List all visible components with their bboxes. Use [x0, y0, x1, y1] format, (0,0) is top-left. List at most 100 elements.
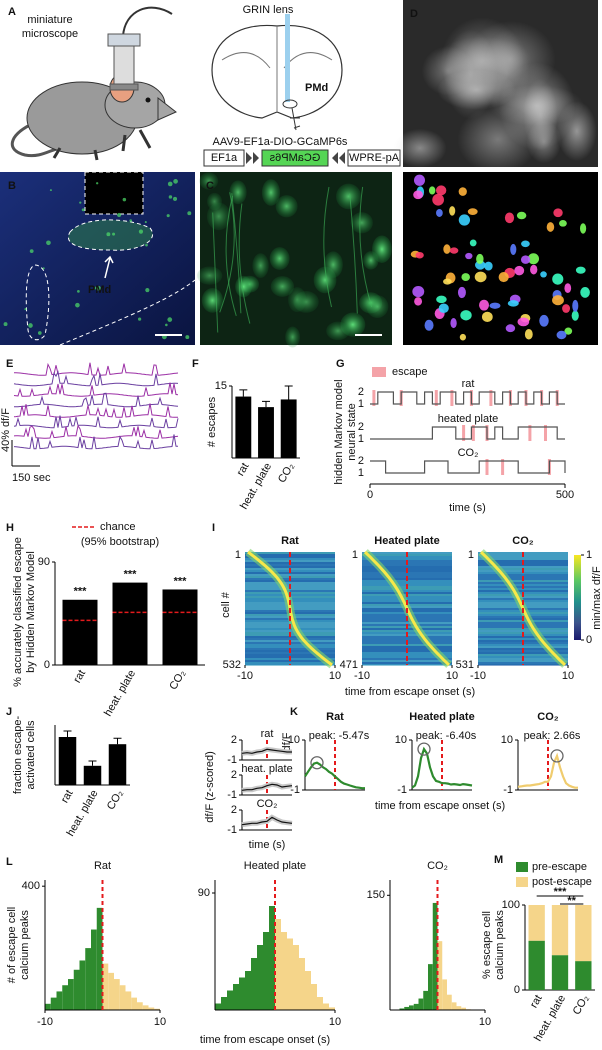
histogram-bar: [451, 1002, 457, 1010]
x-tick-label: CO₂: [276, 461, 297, 485]
histogram-bar: [305, 971, 311, 1010]
calcium-trace: [13, 415, 179, 429]
y-tick-label: 10: [395, 734, 407, 746]
panel-title: rat: [261, 728, 274, 740]
y-tick-label: 2: [231, 804, 237, 816]
colorbar-label: min/max df/F: [591, 566, 602, 630]
neurite: [323, 186, 332, 308]
state-trace: [370, 391, 565, 405]
panel-title: Heated plate: [374, 535, 439, 547]
peak-marker: [310, 756, 324, 770]
histogram-bar: [85, 948, 91, 1010]
calcium-trace: [13, 434, 178, 450]
panel-label: H: [6, 522, 14, 534]
x-tick-label: rat: [235, 461, 252, 478]
segmented-cell: [580, 223, 587, 234]
y-tick-label: 90: [38, 556, 50, 568]
segmented-cell: [546, 222, 555, 232]
y-axis-label: calcium peaks: [494, 910, 506, 980]
x-tick-label: rat: [59, 788, 76, 805]
y-axis-label: % accurately classified escape: [12, 537, 24, 687]
histogram-bar: [56, 991, 63, 1010]
x-tick-label: 10: [479, 1016, 491, 1028]
neuron: [261, 179, 281, 206]
neuron: [372, 235, 392, 263]
y-axis-label: # escapes: [206, 396, 218, 447]
pmd-region: [282, 99, 298, 109]
x-tick-label: 10: [562, 670, 574, 682]
bar: [108, 744, 127, 785]
segmented-cell: [435, 185, 447, 196]
y-tick-label: 1: [358, 398, 364, 410]
escape-marker: [450, 390, 454, 406]
brain-edge: [59, 279, 196, 346]
histogram-bar: [447, 994, 452, 1010]
histogram-bar: [215, 1003, 221, 1010]
lens-track: [84, 171, 144, 215]
y-axis-label: hidden Markov model: [333, 379, 345, 484]
neurite: [349, 193, 358, 314]
y-tick-label: 0: [514, 984, 520, 996]
y-tick-label: -1: [290, 784, 300, 796]
histogram-bar: [456, 1006, 462, 1010]
x-axis-label: time from escape onset (s): [375, 800, 505, 812]
panel-title: heat. plate: [241, 763, 292, 775]
x-tick-label: CO₂: [571, 993, 592, 1017]
y-tick-label: 15: [215, 380, 227, 392]
panel-label: M: [494, 854, 503, 866]
cell-dot: [166, 214, 170, 218]
colorbar: [574, 555, 581, 640]
segmented-cell: [415, 251, 424, 259]
segmented-cell: [479, 299, 490, 311]
cell-dot: [138, 229, 144, 234]
cell-dot: [138, 317, 142, 321]
error-bar: [284, 385, 293, 400]
panel-title: CO₂: [427, 860, 448, 872]
segmented-cell: [458, 214, 471, 226]
series-label: rat: [462, 378, 475, 390]
neuron: [366, 295, 389, 318]
y-tick-label: 2: [231, 769, 237, 781]
y-tick-label: -1: [503, 784, 513, 796]
heatmap-noise: [245, 662, 335, 664]
escape-marker: [372, 390, 376, 406]
heatmap-noise: [245, 582, 335, 584]
y-tick-label: -1: [227, 754, 237, 766]
bar-segment: [528, 940, 545, 990]
neuron: [326, 321, 350, 341]
escape-marker: [471, 425, 475, 441]
y-tick-label: 1: [352, 549, 358, 561]
histogram-bar: [404, 1006, 409, 1010]
segmented-cell: [443, 278, 452, 285]
histogram-bar: [79, 960, 86, 1010]
segmented-cell: [580, 287, 590, 298]
panel-title: Heated plate: [409, 711, 474, 723]
panel-label: D: [410, 8, 418, 20]
heatmap-noise: [362, 630, 452, 632]
segmented-cell: [476, 253, 484, 265]
peak-marker: [550, 749, 564, 763]
heatmap-noise: [478, 582, 568, 584]
significance: ***: [174, 575, 188, 587]
panel-title: Heated plate: [244, 860, 306, 872]
heatmap-noise: [245, 574, 335, 576]
segmented-cell: [412, 286, 425, 298]
heatmap-noise: [478, 574, 568, 576]
annotation: GRIN lens: [243, 4, 294, 16]
heatmap-noise: [362, 582, 452, 584]
state-trace: [370, 426, 565, 440]
segmented-cell: [524, 329, 533, 340]
segmented-cell: [443, 244, 451, 254]
histogram-bar: [275, 919, 281, 1010]
x-tick-label: 10: [329, 1016, 341, 1028]
cell-dot: [145, 288, 150, 293]
construct-label: WPRE-pA: [349, 152, 400, 164]
calcium-trace: [13, 370, 179, 387]
heatmap-noise: [245, 654, 335, 656]
heatmap-noise: [245, 558, 335, 560]
segmented-cell: [517, 317, 530, 327]
legend-swatch: [516, 877, 528, 887]
calcium-trace: [13, 403, 178, 418]
panel-label: C: [206, 180, 214, 192]
y-tick-label: 532: [223, 659, 241, 671]
